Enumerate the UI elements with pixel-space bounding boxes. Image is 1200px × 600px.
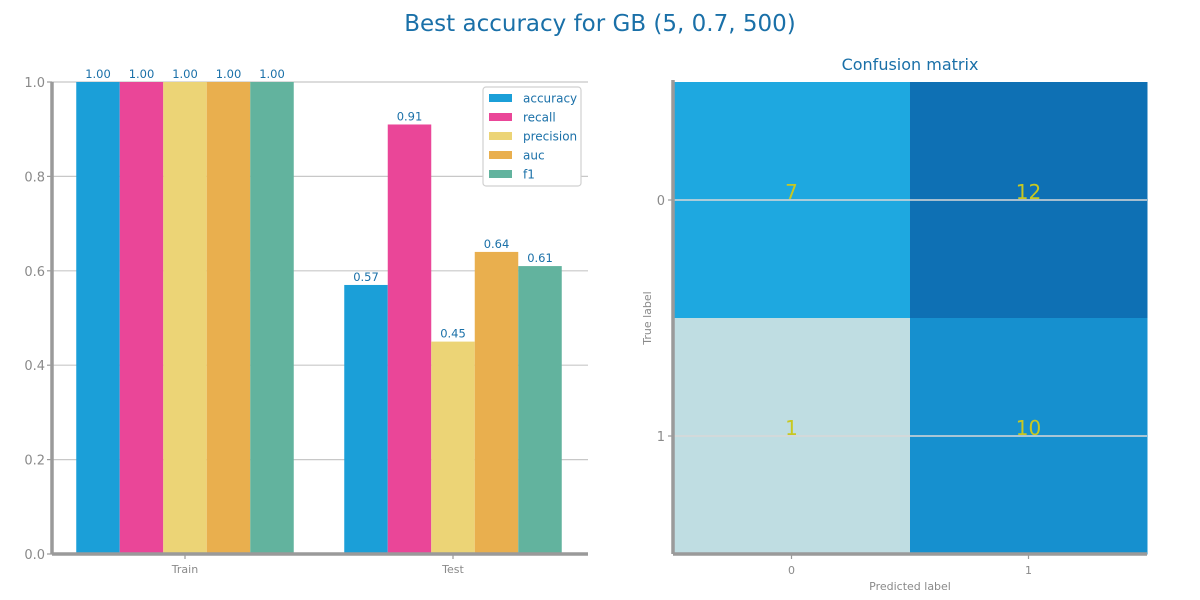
- bar-recall: [387, 124, 432, 554]
- bar-auc: [474, 251, 519, 555]
- bar-f1: [250, 82, 294, 554]
- bar-precision: [163, 82, 207, 554]
- confusion-matrix: Confusion matrix 7 121 10 010 1 Predicted l…: [641, 55, 1148, 593]
- bar-data-label: 1.00: [129, 67, 155, 81]
- bar-data-label: 1.00: [85, 67, 111, 81]
- bar-chart-y-ticks: 0.0 0.2 0.4 0.6 0.8 1.0: [24, 76, 52, 563]
- y-tick-label: 1: [657, 430, 665, 445]
- bar-accuracy: [76, 82, 120, 554]
- legend-label: auc: [523, 149, 545, 163]
- confusion-matrix-ylabel: True label: [641, 291, 654, 345]
- bar-data-label: 1.00: [259, 67, 285, 81]
- bar-chart-legend: accuracy recall precision auc f1: [482, 86, 582, 187]
- confusion-matrix-cells: [673, 82, 1148, 555]
- bar-data-label: 0.61: [527, 251, 553, 265]
- legend-swatch: [489, 113, 512, 121]
- x-tick-label: 1: [1025, 564, 1032, 577]
- y-tick-label: 0.6: [24, 265, 45, 280]
- figure-title: Best accuracy for GB (5, 0.7, 500): [404, 11, 795, 37]
- bar-chart-data-labels: 1.00 1.00 1.00 1.00 1.00 0.57 0.91 0.45 0.64 0.61: [85, 67, 553, 341]
- matrix-cell-value: 1: [785, 416, 798, 440]
- legend-label: accuracy: [523, 92, 577, 106]
- bar-data-label: 0.45: [440, 327, 466, 341]
- y-tick-label: 0.4: [24, 359, 45, 374]
- bar-precision: [431, 341, 475, 554]
- confusion-matrix-values: 7 121 10: [673, 180, 1147, 440]
- x-tick-label: 0: [788, 564, 795, 577]
- bar-data-label: 0.57: [353, 270, 379, 284]
- y-tick-label: 0.0: [24, 548, 45, 563]
- bar-accuracy: [344, 284, 388, 554]
- confusion-matrix-axes: [671, 80, 1147, 556]
- bar-f1: [518, 266, 562, 554]
- bar-data-label: 0.91: [397, 109, 423, 123]
- bar-data-label: 1.00: [216, 67, 242, 81]
- bar-chart-axes: [50, 82, 588, 556]
- legend-swatch: [489, 132, 512, 140]
- y-tick-label: 1.0: [24, 76, 45, 91]
- bar-chart: 0.00.20.40.60.81.0 Train Test 1.00 1.00 1.0…: [24, 67, 588, 576]
- bar-data-label: 0.64: [484, 237, 510, 251]
- y-tick-label: 0: [657, 194, 665, 209]
- matrix-cell-value: 7: [785, 180, 798, 204]
- x-tick-label: Test: [441, 563, 464, 576]
- x-tick-label: Train: [171, 563, 198, 576]
- y-tick-label: 0.8: [24, 170, 45, 185]
- bar-data-label: 1.00: [172, 67, 198, 81]
- bar-chart-bars: [76, 82, 562, 555]
- legend-label: f1: [523, 168, 535, 182]
- legend-box: [482, 86, 582, 187]
- confusion-matrix-xlabel: Predicted label: [869, 580, 951, 593]
- legend-swatch: [489, 94, 512, 102]
- legend-label: recall: [523, 111, 556, 125]
- confusion-matrix-title: Confusion matrix: [842, 55, 979, 74]
- bar-chart-x-ticks: Train Test: [171, 554, 465, 576]
- y-tick-label: 0.2: [24, 454, 45, 469]
- legend-swatch: [489, 170, 512, 178]
- legend-swatch: [489, 151, 512, 159]
- bar-recall: [119, 82, 164, 554]
- legend-label: precision: [523, 130, 577, 144]
- bar-auc: [206, 82, 251, 554]
